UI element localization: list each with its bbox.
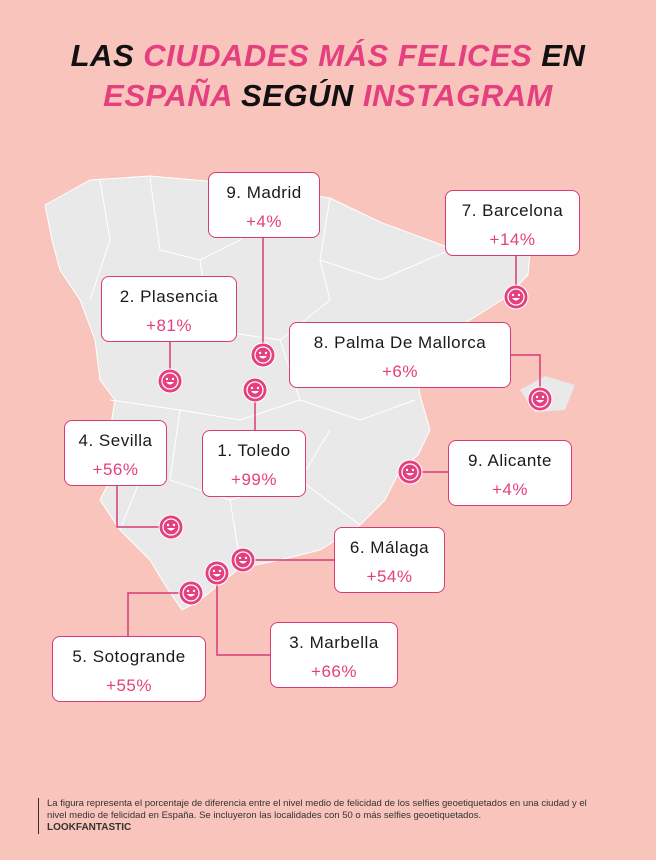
city-label: 9. Madrid +4%	[208, 172, 320, 238]
city-label: 5. Sotogrande +55%	[52, 636, 206, 702]
city-value: +54%	[366, 567, 413, 586]
city-name: 7. Barcelona	[461, 201, 564, 220]
title: LAS CIUDADES MÁS FELICES EN ESPAÑA SEGÚN…	[0, 36, 656, 116]
city-label: 1. Toledo +99%	[202, 430, 306, 497]
city-value: +55%	[106, 676, 152, 695]
city-name: 9. Madrid	[226, 183, 302, 202]
title-word: EN	[541, 38, 586, 73]
smiley-icon	[527, 386, 553, 412]
title-word: LAS	[70, 38, 135, 73]
city-value: +66%	[311, 662, 357, 681]
title-word: INSTAGRAM	[362, 78, 553, 113]
city-name: 1. Toledo	[217, 441, 291, 460]
connectors	[116, 238, 541, 656]
title-word: ESPAÑA	[103, 78, 232, 113]
city-value: +99%	[231, 470, 277, 489]
city-name: 2. Plasencia	[119, 287, 219, 306]
smiley-icon	[178, 580, 204, 606]
smiley-icon	[204, 560, 230, 586]
city-label: 3. Marbella +66%	[270, 622, 398, 688]
smiley-icon	[250, 342, 276, 368]
title-word: SEGÚN	[241, 78, 354, 113]
smiley-icon	[158, 514, 184, 540]
smileys	[157, 284, 553, 606]
city-label: 2. Plasencia +81%	[101, 276, 237, 342]
city-value: +81%	[146, 316, 192, 335]
city-name: 4. Sevilla	[78, 431, 153, 450]
brand: LOOKFANTASTIC	[47, 822, 132, 833]
footer-note: La figura representa el porcentaje de di…	[47, 798, 587, 821]
city-label: 4. Sevilla +56%	[64, 420, 167, 486]
city-label: 9. Alicante +4%	[448, 440, 572, 506]
city-label: 8. Palma De Mallorca +6%	[289, 322, 511, 388]
smiley-icon	[157, 368, 183, 394]
city-name: 6. Málaga	[349, 538, 430, 557]
smiley-icon	[230, 547, 256, 573]
city-value: +14%	[489, 230, 536, 249]
city-value: +6%	[382, 362, 418, 381]
city-value: +4%	[246, 212, 282, 231]
footer: La figura representa el porcentaje de di…	[38, 798, 607, 834]
city-value: +4%	[492, 480, 528, 499]
city-value: +56%	[92, 460, 139, 479]
city-name: 9. Alicante	[468, 451, 552, 470]
title-word: CIUDADES MÁS FELICES	[143, 38, 533, 73]
smiley-icon	[397, 459, 423, 485]
city-label: 7. Barcelona +14%	[445, 190, 580, 256]
city-label: 6. Málaga +54%	[334, 527, 445, 593]
city-name: 3. Marbella	[289, 633, 379, 652]
city-name: 8. Palma De Mallorca	[313, 333, 487, 352]
city-name: 5. Sotogrande	[72, 647, 186, 666]
smiley-icon	[242, 377, 268, 403]
smiley-icon	[503, 284, 529, 310]
